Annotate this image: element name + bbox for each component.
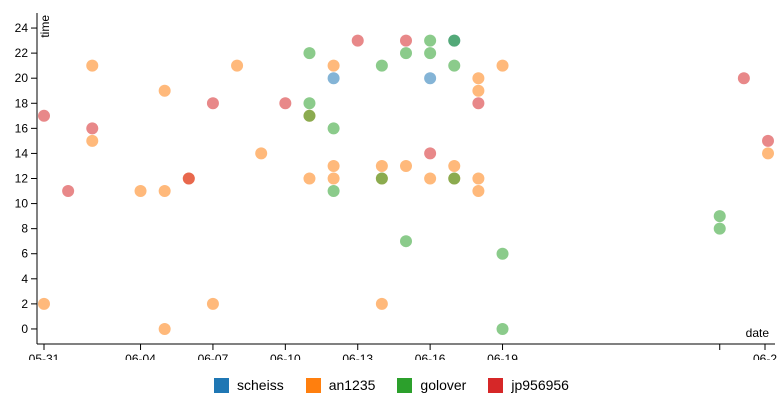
data-point-an1235[interactable] bbox=[255, 147, 268, 160]
data-point-golover[interactable] bbox=[400, 235, 412, 248]
y-tick-label: 24 bbox=[15, 21, 29, 35]
y-tick-label: 4 bbox=[21, 272, 28, 286]
data-point-an1235[interactable] bbox=[496, 59, 509, 72]
data-point-scheiss[interactable] bbox=[424, 72, 437, 85]
data-point-an1235[interactable] bbox=[158, 322, 171, 335]
y-axis-label: time bbox=[38, 15, 52, 38]
data-point-an1235[interactable] bbox=[448, 159, 461, 172]
data-point-an1235[interactable] bbox=[424, 172, 437, 185]
y-tick-label: 16 bbox=[15, 121, 29, 135]
legend-label: scheiss bbox=[237, 377, 284, 393]
x-tick-label: 06-2 bbox=[753, 352, 777, 360]
data-point-golover[interactable] bbox=[375, 172, 388, 185]
data-point-jp956956[interactable] bbox=[762, 134, 774, 147]
data-point-jp956956[interactable] bbox=[62, 185, 75, 198]
data-point-golover[interactable] bbox=[496, 247, 509, 260]
data-point-jp956956[interactable] bbox=[400, 34, 412, 47]
y-tick-label: 6 bbox=[21, 247, 28, 261]
data-point-an1235[interactable] bbox=[158, 185, 171, 198]
legend-item-jp956956[interactable]: jp956956 bbox=[488, 377, 569, 393]
data-point-golover[interactable] bbox=[375, 59, 388, 72]
data-point-golover[interactable] bbox=[327, 122, 340, 135]
data-point-golover[interactable] bbox=[303, 109, 316, 122]
data-point-golover[interactable] bbox=[448, 34, 461, 47]
data-point-an1235[interactable] bbox=[38, 297, 50, 310]
data-point-an1235[interactable] bbox=[327, 172, 340, 185]
data-point-jp956956[interactable] bbox=[737, 72, 750, 85]
data-point-an1235[interactable] bbox=[762, 147, 774, 160]
legend-item-golover[interactable]: golover bbox=[397, 377, 466, 393]
chart-area: 0 2 4 6 8 10 12 14 16 18 20 22 24 05-31 06-04 06-07 06-… bbox=[15, 13, 777, 360]
data-point-an1235[interactable] bbox=[472, 72, 485, 85]
data-point-an1235[interactable] bbox=[231, 59, 244, 72]
x-tick-label: 06-19 bbox=[487, 352, 518, 360]
data-point-golover[interactable] bbox=[448, 172, 461, 185]
legend-swatch bbox=[397, 377, 413, 393]
data-point-golover[interactable] bbox=[424, 47, 437, 60]
legend-label: golover bbox=[420, 377, 467, 393]
data-point-jp956956[interactable] bbox=[206, 97, 219, 110]
legend-label: jp956956 bbox=[511, 377, 569, 393]
data-point-an1235[interactable] bbox=[375, 159, 388, 172]
y-tick-label: 2 bbox=[21, 297, 28, 311]
data-point-golover[interactable] bbox=[303, 47, 316, 60]
legend-swatch bbox=[214, 377, 230, 393]
legend-item-an1235[interactable]: an1235 bbox=[305, 377, 376, 393]
data-point-an1235[interactable] bbox=[327, 159, 340, 172]
data-point-an1235[interactable] bbox=[472, 185, 485, 198]
data-point-an1235[interactable] bbox=[134, 185, 147, 198]
x-tick-label: 06-13 bbox=[342, 352, 373, 360]
data-point-golover[interactable] bbox=[303, 97, 316, 110]
data-point-golover[interactable] bbox=[713, 222, 726, 235]
data-point-jp956956[interactable] bbox=[472, 97, 485, 110]
data-point-an1235[interactable] bbox=[327, 59, 340, 72]
x-tick-label: 06-10 bbox=[270, 352, 301, 360]
data-point-an1235[interactable] bbox=[86, 59, 99, 72]
y-tick-label: 10 bbox=[15, 197, 29, 211]
data-point-golover[interactable] bbox=[327, 185, 340, 198]
legend-item-scheiss[interactable]: scheiss bbox=[214, 377, 284, 393]
data-point-jp956956[interactable] bbox=[424, 147, 437, 160]
y-tick-label: 18 bbox=[15, 96, 29, 110]
y-tick-label: 12 bbox=[15, 172, 29, 186]
legend-swatch bbox=[488, 377, 504, 393]
data-point-jp956956[interactable] bbox=[279, 97, 292, 110]
data-point-golover[interactable] bbox=[400, 47, 412, 60]
data-point-an1235[interactable] bbox=[158, 84, 171, 97]
data-point-an1235[interactable] bbox=[375, 297, 388, 310]
data-point-jp956956[interactable] bbox=[38, 109, 50, 122]
data-point-scheiss[interactable] bbox=[327, 72, 340, 85]
data-point-an1235[interactable] bbox=[86, 134, 99, 147]
data-point-an1235[interactable] bbox=[472, 84, 485, 97]
data-point-golover[interactable] bbox=[424, 34, 437, 47]
legend-swatch bbox=[305, 377, 321, 393]
data-point-jp956956[interactable] bbox=[351, 34, 364, 47]
data-point-an1235[interactable] bbox=[303, 172, 316, 185]
x-tick-label: 05-31 bbox=[29, 352, 60, 360]
legend-label: an1235 bbox=[328, 377, 376, 393]
y-tick-label: 14 bbox=[15, 146, 29, 160]
x-tick-label: 06-07 bbox=[198, 352, 229, 360]
data-point-jp956956[interactable] bbox=[182, 172, 195, 185]
y-tick-label: 20 bbox=[15, 71, 29, 85]
y-tick-label: 8 bbox=[21, 222, 28, 236]
x-tick-label: 06-04 bbox=[125, 352, 156, 360]
x-axis-label: date bbox=[746, 326, 770, 340]
legend: scheiss an1235 golover jp956956 bbox=[0, 372, 783, 398]
y-tick-label: 0 bbox=[21, 322, 28, 336]
y-tick-label: 22 bbox=[15, 46, 29, 60]
data-point-golover[interactable] bbox=[448, 59, 461, 72]
data-point-an1235[interactable] bbox=[472, 172, 485, 185]
data-point-an1235[interactable] bbox=[400, 159, 412, 172]
data-point-an1235[interactable] bbox=[206, 297, 219, 310]
data-point-jp956956[interactable] bbox=[86, 122, 99, 135]
data-point-golover[interactable] bbox=[713, 210, 726, 223]
x-tick-label: 06-16 bbox=[415, 352, 446, 360]
data-point-golover[interactable] bbox=[496, 322, 509, 335]
